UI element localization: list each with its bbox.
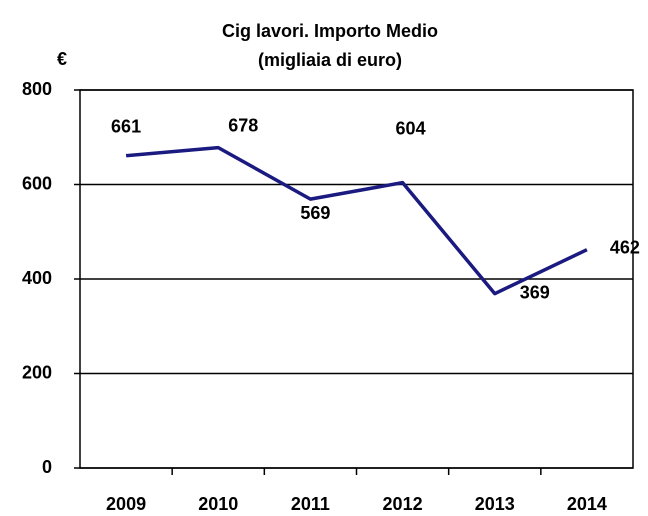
chart-subtitle: (migliaia di euro) — [258, 50, 402, 70]
x-tick-label: 2013 — [475, 494, 515, 514]
data-label: 569 — [300, 203, 330, 223]
y-tick-label: 400 — [22, 268, 52, 288]
x-tick-label: 2009 — [106, 494, 146, 514]
data-label: 462 — [610, 237, 640, 257]
y-tick-label: 0 — [42, 457, 52, 477]
y-tick-label: 600 — [22, 173, 52, 193]
y-axis-label: € — [57, 49, 67, 69]
data-label: 678 — [228, 115, 258, 135]
x-tick-label: 2010 — [198, 494, 238, 514]
data-label: 661 — [111, 116, 141, 136]
data-label: 604 — [396, 118, 426, 138]
y-tick-label: 800 — [22, 79, 52, 99]
data-line — [125, 145, 588, 296]
y-tick-label: 200 — [22, 362, 52, 382]
x-tick-label: 2012 — [383, 494, 423, 514]
data-label: 369 — [520, 282, 550, 302]
x-tick-label: 2011 — [291, 494, 330, 514]
x-tick-label: 2014 — [567, 494, 607, 514]
chart-title: Cig lavori. Importo Medio — [222, 21, 438, 41]
